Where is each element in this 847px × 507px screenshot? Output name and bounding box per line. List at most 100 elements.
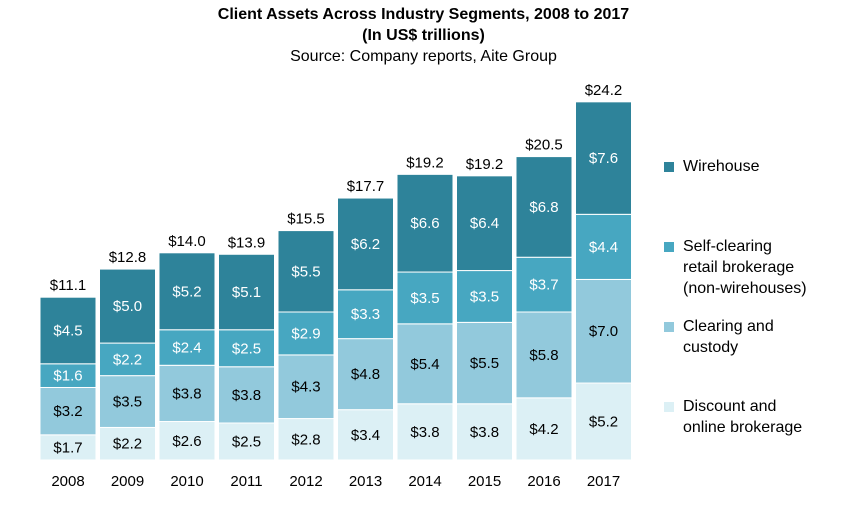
bar-segment <box>277 418 335 461</box>
bar-total-label: $14.0 <box>168 233 206 250</box>
segment-value-label: $3.5 <box>470 288 499 305</box>
legend-swatch <box>664 242 674 252</box>
bar-total-label: $12.8 <box>109 249 147 266</box>
bar-segment <box>575 213 632 280</box>
x-tick-label: 2013 <box>349 473 382 490</box>
segment-value-label: $5.5 <box>470 355 499 372</box>
segment-value-label: $3.8 <box>172 385 201 402</box>
segment-value-label: $3.3 <box>351 306 380 323</box>
segment-value-label: $3.5 <box>113 394 142 411</box>
bar-segment <box>39 296 97 365</box>
segment-value-label: $3.8 <box>232 387 261 404</box>
bar-total-label: $11.1 <box>50 277 86 294</box>
segment-value-label: $7.0 <box>589 323 618 340</box>
segment-value-label: $7.6 <box>589 150 618 167</box>
segment-value-label: $2.6 <box>172 433 201 450</box>
bar-total-label: $17.7 <box>347 178 385 195</box>
segment-value-label: $5.2 <box>172 283 201 300</box>
bar-total-label: $15.5 <box>287 211 325 228</box>
bar-segment <box>515 156 573 258</box>
legend-swatch <box>664 162 674 172</box>
bar-total-label: $13.9 <box>228 234 266 251</box>
bar-total-label: $19.2 <box>466 156 504 173</box>
bar-total-label: $19.2 <box>406 154 444 171</box>
x-tick-label: 2010 <box>170 473 203 490</box>
x-tick-label: 2015 <box>468 473 501 490</box>
bar-segment <box>456 175 513 272</box>
bar-segment <box>396 173 454 273</box>
segment-value-label: $2.2 <box>113 351 142 368</box>
segment-value-label: $4.5 <box>53 323 82 340</box>
segment-value-label: $2.8 <box>291 431 320 448</box>
bar-segment <box>158 252 216 331</box>
bar-segment <box>277 354 335 420</box>
legend-label: Discount and online brokerage <box>683 398 803 436</box>
bar-segment <box>337 197 394 291</box>
bar-total-label: $24.2 <box>585 82 623 99</box>
segment-value-label: $3.8 <box>470 424 499 441</box>
segment-value-label: $6.6 <box>410 215 439 232</box>
x-tick-label: 2014 <box>408 473 441 490</box>
segment-value-label: $3.2 <box>53 403 82 420</box>
segment-value-label: $6.8 <box>529 199 558 216</box>
legend-label: Self-clearing retail brokerage (non-wire… <box>683 238 807 297</box>
segment-value-label: $5.1 <box>232 284 261 301</box>
bar-segment <box>396 403 454 461</box>
segment-value-label: $3.7 <box>529 277 558 294</box>
x-tick-label: 2016 <box>527 473 560 490</box>
segment-value-label: $1.7 <box>53 439 82 456</box>
bar-segment <box>575 101 632 215</box>
segment-value-label: $6.2 <box>351 236 380 253</box>
legend-swatch <box>664 402 674 412</box>
bar-total-label: $20.5 <box>525 137 563 154</box>
segment-value-label: $4.4 <box>589 239 618 256</box>
segment-value-label: $1.6 <box>53 368 82 385</box>
bar-segment <box>218 422 275 461</box>
bar-segment <box>218 253 275 331</box>
x-tick-label: 2011 <box>230 473 262 490</box>
bar-segment <box>99 268 156 344</box>
bar-segment <box>515 311 573 399</box>
segment-value-label: $6.4 <box>470 215 499 232</box>
bar-segment <box>337 289 394 340</box>
bar-segment <box>515 256 573 313</box>
chart-subtitle: (In US$ trillions) <box>362 27 485 44</box>
x-tick-label: 2017 <box>587 473 620 490</box>
bar-segment <box>575 278 632 384</box>
segment-value-label: $5.5 <box>291 263 320 280</box>
segment-value-label: $4.2 <box>529 421 558 438</box>
segment-value-label: $2.5 <box>232 434 261 451</box>
segment-value-label: $2.2 <box>113 436 142 453</box>
x-tick-label: 2008 <box>51 473 84 490</box>
x-tick-label: 2009 <box>111 473 144 490</box>
segment-value-label: $5.8 <box>529 347 558 364</box>
x-tick-label: 2012 <box>289 473 322 490</box>
segment-value-label: $3.8 <box>410 424 439 441</box>
bar-segment <box>337 338 394 411</box>
legend-swatch <box>664 322 674 332</box>
bar-segment <box>337 409 394 461</box>
legend-label: Wirehouse <box>683 158 760 175</box>
chart-source: Source: Company reports, Aite Group <box>290 48 557 65</box>
segment-value-label: $3.4 <box>351 427 380 444</box>
bar-segment <box>575 382 632 461</box>
segment-value-label: $5.0 <box>113 298 142 315</box>
segment-value-label: $2.5 <box>232 340 261 357</box>
bar-segment <box>39 434 97 461</box>
chart-title: Client Assets Across Industry Segments, … <box>217 6 630 23</box>
bar-segment <box>456 270 513 323</box>
bar-segment <box>158 421 216 461</box>
bar-segment <box>158 329 216 366</box>
bar-segment <box>396 271 454 325</box>
legend-label: Clearing and custody <box>683 318 774 356</box>
segment-value-label: $5.4 <box>410 356 439 373</box>
segment-value-label: $5.2 <box>589 414 618 431</box>
segment-value-label: $4.3 <box>291 379 320 396</box>
segment-value-label: $2.4 <box>172 340 201 357</box>
bar-segment <box>277 311 335 356</box>
bar-segment <box>277 230 335 313</box>
bar-segment <box>39 386 97 436</box>
segment-value-label: $3.5 <box>410 290 439 307</box>
segment-value-label: $2.9 <box>291 325 320 342</box>
